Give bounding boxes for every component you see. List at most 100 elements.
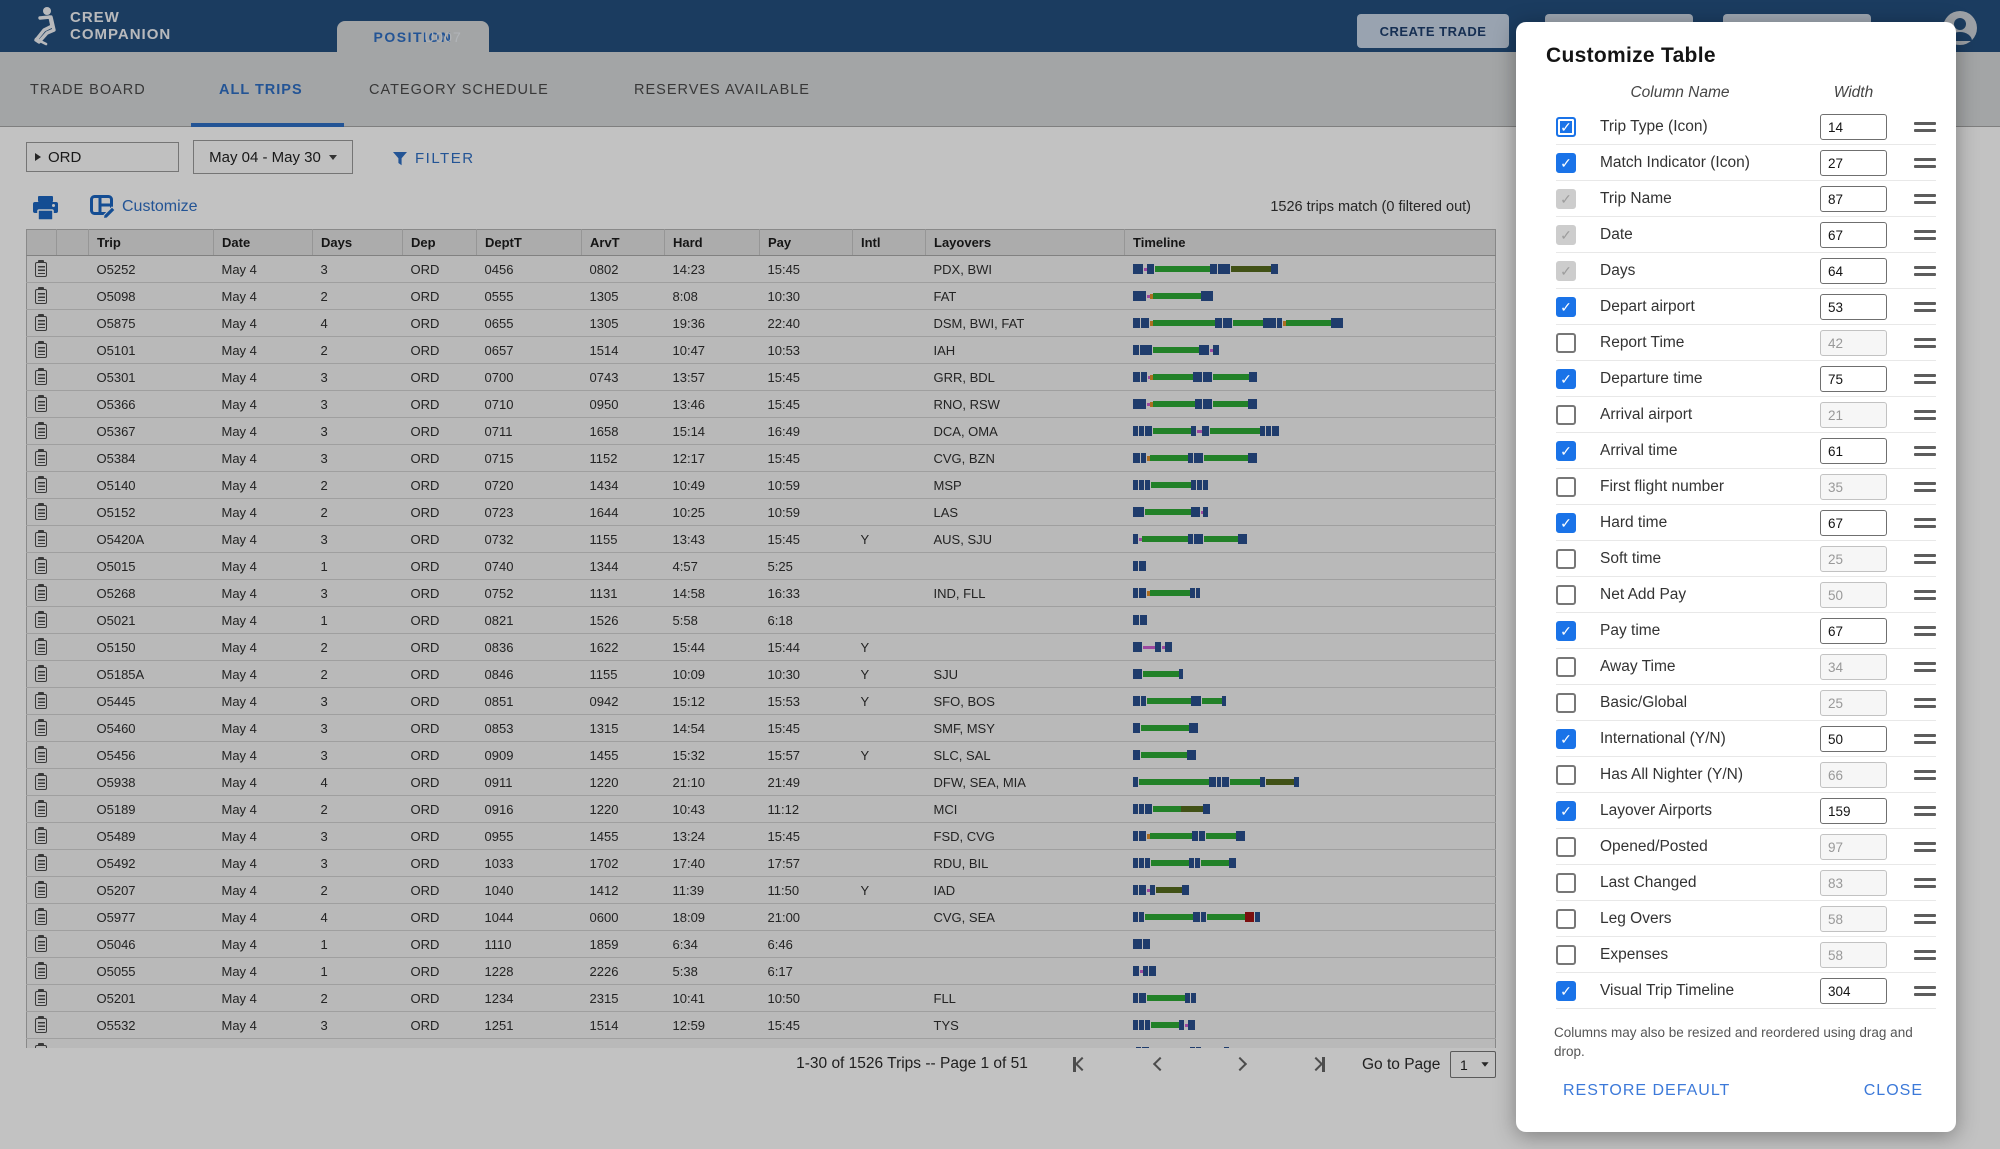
column-header-Days[interactable]: Days bbox=[312, 229, 403, 256]
trip-details-icon[interactable] bbox=[35, 746, 47, 764]
column-width-input[interactable] bbox=[1820, 222, 1887, 248]
column-checkbox[interactable] bbox=[1556, 477, 1576, 497]
base-filter-input[interactable]: ORD bbox=[26, 142, 179, 172]
nav-category-schedule[interactable]: CATEGORY SCHEDULE bbox=[369, 81, 549, 98]
table-row[interactable]: O5977 May 4 4 ORD 1044 0600 18:09 21:00 CVG, SEA bbox=[26, 903, 1496, 931]
column-width-input[interactable] bbox=[1820, 366, 1887, 392]
table-row[interactable]: O5055 May 4 1 ORD 1228 2226 5:38 6:17 bbox=[26, 957, 1496, 985]
column-header-Date[interactable]: Date bbox=[213, 229, 313, 256]
column-checkbox[interactable]: ✓ bbox=[1556, 117, 1576, 137]
table-row[interactable]: O5445 May 4 3 ORD 0851 0942 15:12 15:53 Y SFO, BO… bbox=[26, 687, 1496, 715]
drag-handle-icon[interactable] bbox=[1914, 446, 1936, 456]
table-row[interactable]: O5489 May 4 3 ORD 0955 1455 13:24 15:45 FSD, CVG bbox=[26, 822, 1496, 850]
trip-details-icon[interactable] bbox=[35, 773, 47, 791]
table-row[interactable]: O5252 May 4 3 ORD 0456 0802 14:23 15:45 PDX, BWI bbox=[26, 255, 1496, 283]
column-checkbox[interactable] bbox=[1556, 405, 1576, 425]
nav-all-trips[interactable]: ALL TRIPS bbox=[219, 81, 303, 98]
table-row[interactable]: O5875 May 4 4 ORD 0655 1305 19:36 22:40 DSM, BWI… bbox=[26, 309, 1496, 337]
trip-details-icon[interactable] bbox=[35, 476, 47, 494]
table-row[interactable]: O5207 May 4 2 ORD 1040 1412 11:39 11:50 Y IAD bbox=[26, 876, 1496, 904]
trip-details-icon[interactable] bbox=[35, 935, 47, 953]
column-header-Layovers[interactable]: Layovers bbox=[925, 229, 1125, 256]
trip-details-icon[interactable] bbox=[35, 719, 47, 737]
print-button[interactable] bbox=[32, 195, 59, 224]
drag-handle-icon[interactable] bbox=[1914, 662, 1936, 672]
table-row[interactable]: O5046 May 4 1 ORD 1110 1859 6:34 6:46 bbox=[26, 930, 1496, 958]
drag-handle-icon[interactable] bbox=[1914, 122, 1936, 132]
drag-handle-icon[interactable] bbox=[1914, 878, 1936, 888]
table-row[interactable]: O5492 May 4 3 ORD 1033 1702 17:40 17:57 RDU, BIL bbox=[26, 849, 1496, 877]
trip-details-icon[interactable] bbox=[35, 584, 47, 602]
filter-button[interactable]: FILTER bbox=[392, 145, 475, 171]
column-checkbox[interactable]: ✓ bbox=[1556, 153, 1576, 173]
table-row[interactable]: O5101 May 4 2 ORD 0657 1514 10:47 10:53 IAH bbox=[26, 336, 1496, 364]
column-checkbox[interactable]: ✓ bbox=[1556, 297, 1576, 317]
trip-details-icon[interactable] bbox=[35, 314, 47, 332]
column-header-Dep[interactable]: Dep bbox=[402, 229, 477, 256]
table-row[interactable]: O5189 May 4 2 ORD 0916 1220 10:43 11:12 MCI bbox=[26, 795, 1496, 823]
drag-handle-icon[interactable] bbox=[1914, 914, 1936, 924]
customize-button[interactable]: Customize bbox=[90, 195, 198, 219]
table-row[interactable]: O5021 May 4 1 ORD 0821 1526 5:58 6:18 bbox=[26, 606, 1496, 634]
last-page-button[interactable] bbox=[1300, 1051, 1336, 1077]
trip-details-icon[interactable] bbox=[35, 422, 47, 440]
drag-handle-icon[interactable] bbox=[1914, 950, 1936, 960]
column-header-Timeline[interactable]: Timeline bbox=[1124, 229, 1496, 256]
drag-handle-icon[interactable] bbox=[1914, 770, 1936, 780]
drag-handle-icon[interactable] bbox=[1914, 374, 1936, 384]
table-row[interactable]: O5185A May 4 2 ORD 0846 1155 10:09 10:30 Y SJU bbox=[26, 660, 1496, 688]
nav-reserves-available[interactable]: RESERVES AVAILABLE bbox=[634, 81, 810, 98]
drag-handle-icon[interactable] bbox=[1914, 554, 1936, 564]
date-range-select[interactable]: May 04 - May 30 bbox=[193, 140, 353, 174]
expander-arrow-icon[interactable] bbox=[35, 153, 41, 161]
trip-details-icon[interactable] bbox=[35, 395, 47, 413]
drag-handle-icon[interactable] bbox=[1914, 626, 1936, 636]
column-width-input[interactable] bbox=[1820, 438, 1887, 464]
column-header-Hard[interactable]: Hard bbox=[664, 229, 760, 256]
trip-details-icon[interactable] bbox=[35, 665, 47, 683]
column-width-input[interactable] bbox=[1820, 114, 1887, 140]
create-trade-button[interactable]: CREATE TRADE bbox=[1357, 14, 1509, 48]
drag-handle-icon[interactable] bbox=[1914, 482, 1936, 492]
column-header-DeptT[interactable]: DeptT bbox=[476, 229, 582, 256]
drag-handle-icon[interactable] bbox=[1914, 410, 1936, 420]
table-row[interactable]: O5366 May 4 3 ORD 0710 0950 13:46 15:45 RNO, RSW bbox=[26, 390, 1496, 418]
trip-details-icon[interactable] bbox=[35, 827, 47, 845]
column-checkbox[interactable]: ✓ bbox=[1556, 513, 1576, 533]
trip-details-icon[interactable] bbox=[35, 800, 47, 818]
nav-trade-board[interactable]: TRADE BOARD bbox=[30, 81, 146, 98]
column-checkbox[interactable] bbox=[1556, 909, 1576, 929]
drag-handle-icon[interactable] bbox=[1914, 266, 1936, 276]
trip-details-icon[interactable] bbox=[35, 611, 47, 629]
column-width-input[interactable] bbox=[1820, 294, 1887, 320]
column-checkbox[interactable] bbox=[1556, 693, 1576, 713]
column-checkbox[interactable] bbox=[1556, 549, 1576, 569]
table-row[interactable]: O5015 May 4 1 ORD 0740 1344 4:57 5:25 bbox=[26, 552, 1496, 580]
table-row[interactable]: O5532 May 4 3 ORD 1251 1514 12:59 15:45 TYS bbox=[26, 1011, 1496, 1039]
column-checkbox[interactable]: ✓ bbox=[1556, 369, 1576, 389]
drag-handle-icon[interactable] bbox=[1914, 590, 1936, 600]
column-checkbox[interactable]: ✓ bbox=[1556, 621, 1576, 641]
table-row[interactable]: O5938 May 4 4 ORD 0911 1220 21:10 21:49 DFW, SEA… bbox=[26, 768, 1496, 796]
trip-details-icon[interactable] bbox=[35, 449, 47, 467]
column-header-icon0[interactable] bbox=[26, 229, 57, 256]
trip-details-icon[interactable] bbox=[35, 368, 47, 386]
restore-default-button[interactable]: RESTORE DEFAULT bbox=[1563, 1082, 1731, 1099]
drag-handle-icon[interactable] bbox=[1914, 158, 1936, 168]
trip-details-icon[interactable] bbox=[35, 557, 47, 575]
trip-details-icon[interactable] bbox=[35, 287, 47, 305]
column-checkbox[interactable]: ✓ bbox=[1556, 729, 1576, 749]
table-row[interactable]: O5456 May 4 3 ORD 0909 1455 15:32 15:57 Y SLC, SA… bbox=[26, 741, 1496, 769]
trip-details-icon[interactable] bbox=[35, 881, 47, 899]
tab-position[interactable]: POSITION bbox=[337, 21, 489, 52]
column-width-input[interactable] bbox=[1820, 186, 1887, 212]
table-row[interactable]: O5150 May 4 2 ORD 0836 1622 15:44 15:44 Y bbox=[26, 633, 1496, 661]
column-checkbox[interactable] bbox=[1556, 873, 1576, 893]
table-row[interactable]: O5268 May 4 3 ORD 0752 1131 14:58 16:33 IND, FLL bbox=[26, 579, 1496, 607]
column-checkbox[interactable]: ✓ bbox=[1556, 801, 1576, 821]
trip-details-icon[interactable] bbox=[35, 503, 47, 521]
column-checkbox[interactable]: ✓ bbox=[1556, 981, 1576, 1001]
drag-handle-icon[interactable] bbox=[1914, 302, 1936, 312]
trip-details-icon[interactable] bbox=[35, 962, 47, 980]
column-checkbox[interactable] bbox=[1556, 837, 1576, 857]
